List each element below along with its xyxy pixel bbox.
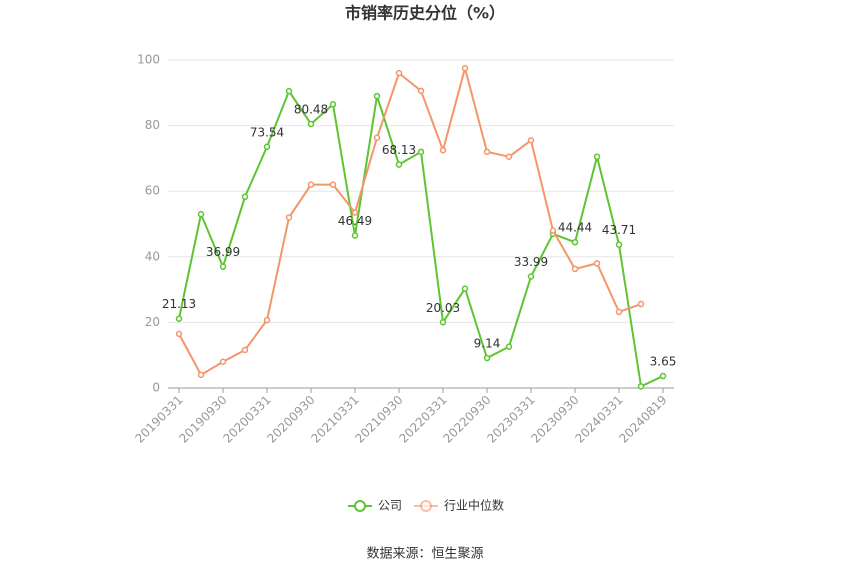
data-label: 80.48 (294, 103, 328, 117)
point (659, 372, 667, 380)
point (329, 181, 337, 188)
point (593, 153, 601, 161)
point (175, 330, 183, 338)
chart-title: 市销率历史分位（%） (345, 4, 505, 23)
point (395, 161, 403, 168)
data-label: 73.54 (250, 125, 284, 139)
legend-label: 行业中位数 (444, 498, 504, 513)
point (637, 300, 645, 308)
point (549, 227, 557, 234)
source: 数据来源：恒生聚源 (366, 547, 483, 562)
data-label: 43.71 (602, 223, 636, 237)
data-label: 3.65 (650, 355, 677, 369)
point (329, 101, 337, 108)
point (285, 87, 293, 95)
point (571, 238, 579, 246)
point (439, 146, 447, 154)
point (395, 69, 403, 77)
y-tick-label: 60 (145, 184, 160, 198)
point (571, 265, 579, 273)
point (307, 120, 315, 128)
point (351, 209, 359, 216)
point (417, 148, 425, 156)
data-label: 44.44 (558, 221, 592, 235)
point (263, 316, 271, 324)
point (483, 354, 491, 362)
point (505, 153, 513, 161)
legend-label: 公司 (378, 499, 402, 513)
data-label: 33.99 (514, 255, 548, 269)
data-label: 36.99 (206, 245, 240, 259)
point (505, 343, 513, 350)
series-line (178, 64, 642, 377)
point (285, 214, 293, 221)
point (637, 383, 645, 390)
point (483, 148, 491, 156)
y-tick-label: 40 (145, 249, 160, 263)
point (197, 210, 205, 218)
data-label: 9.14 (474, 337, 501, 351)
point (461, 285, 469, 292)
data-label: 46.49 (338, 214, 372, 228)
y-tick-label: 20 (145, 315, 160, 329)
point (373, 92, 381, 100)
point (593, 260, 601, 267)
point (219, 263, 227, 270)
point (263, 143, 271, 151)
point (175, 315, 183, 322)
data-label: 21.13 (162, 297, 196, 311)
point (373, 134, 381, 141)
legend-marker (420, 500, 432, 512)
point (439, 319, 447, 326)
point (615, 241, 623, 248)
point (417, 87, 425, 95)
legend-marker (354, 500, 366, 512)
y-tick-label: 100 (137, 53, 160, 67)
point (241, 193, 249, 201)
point (615, 308, 623, 316)
point (351, 232, 359, 239)
point (197, 371, 205, 379)
data-label: 68.13 (382, 143, 416, 157)
point (461, 64, 469, 72)
data-label: 20.03 (426, 301, 460, 315)
point (527, 273, 535, 280)
x-tick-label: 20240819 (617, 393, 670, 446)
point (219, 358, 227, 366)
y-tick-label: 0 (152, 381, 160, 395)
point (307, 181, 315, 188)
point (527, 137, 535, 144)
point (241, 346, 249, 354)
y-tick-label: 80 (145, 118, 160, 132)
